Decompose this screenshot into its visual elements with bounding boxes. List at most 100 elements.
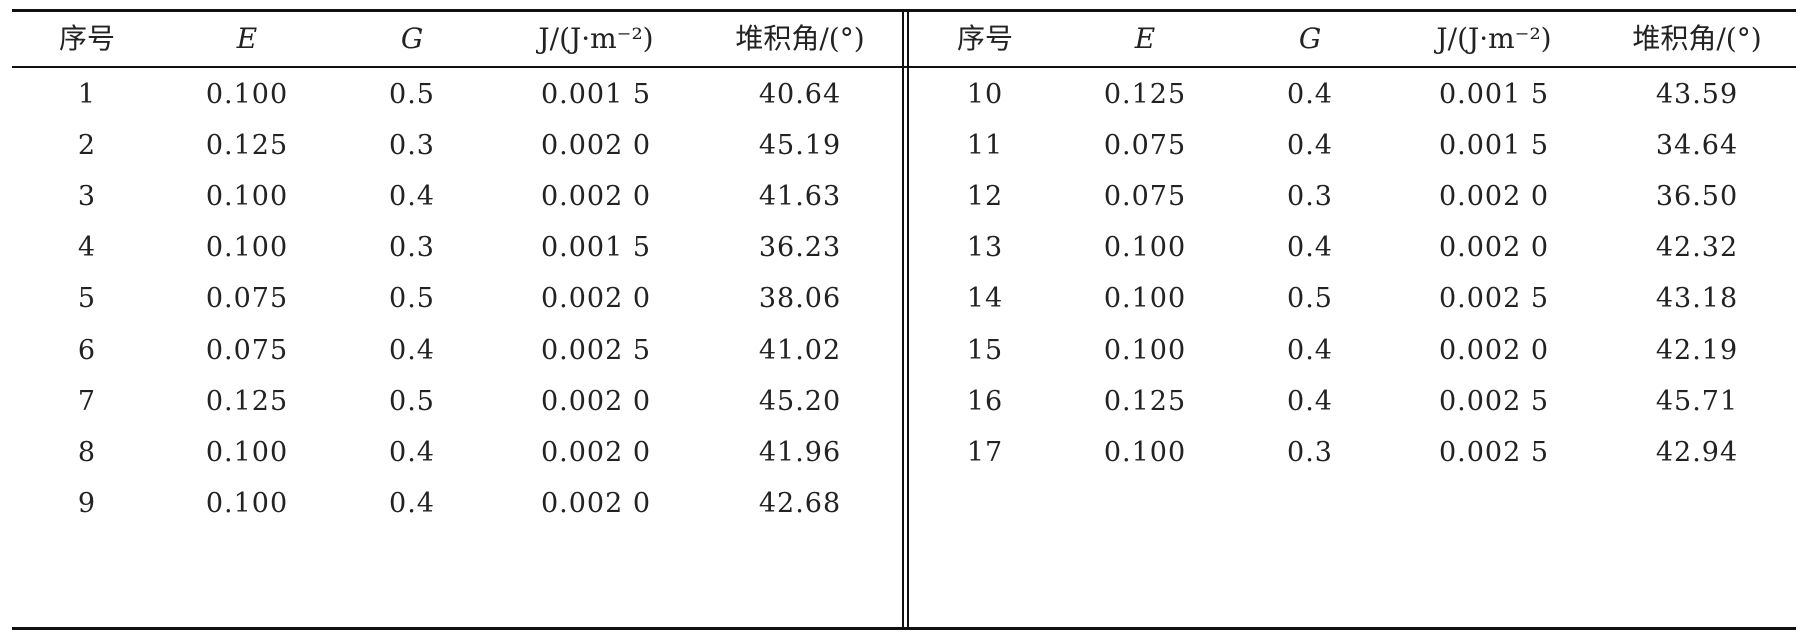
header-angle: 堆积角/(°) bbox=[1632, 22, 1762, 55]
cell-g: 0.4 bbox=[389, 334, 435, 366]
cell-angle: 43.59 bbox=[1655, 78, 1739, 110]
cell-j: 0.002 5 bbox=[1438, 385, 1550, 417]
cell-e: 0.100 bbox=[1103, 334, 1187, 366]
cell-angle: 43.18 bbox=[1655, 283, 1739, 315]
cell-j: 0.002 0 bbox=[540, 180, 652, 212]
cell-g: 0.3 bbox=[1287, 180, 1333, 212]
cell-index: 6 bbox=[77, 334, 97, 366]
cell-g: 0.3 bbox=[1287, 436, 1333, 468]
table-row: 7 0.125 0.5 0.002 0 45.20 bbox=[12, 375, 900, 427]
cell-angle: 45.20 bbox=[758, 385, 842, 417]
cell-angle: 41.63 bbox=[758, 180, 842, 212]
cell-e: 0.100 bbox=[1103, 436, 1187, 468]
cell-j: 0.002 5 bbox=[1438, 283, 1550, 315]
cell-index: 7 bbox=[77, 385, 97, 417]
cell-index: 1 bbox=[77, 78, 97, 110]
cell-j: 0.002 0 bbox=[540, 129, 652, 161]
cell-g: 0.3 bbox=[389, 232, 435, 264]
cell-j: 0.001 5 bbox=[1438, 78, 1550, 110]
table-bottom-rule bbox=[12, 627, 1796, 630]
table-row: 9 0.100 0.4 0.002 0 42.68 bbox=[12, 478, 900, 530]
cell-e: 0.100 bbox=[205, 232, 289, 264]
cell-g: 0.5 bbox=[1287, 283, 1333, 315]
cell-e: 0.125 bbox=[1103, 385, 1187, 417]
cell-index: 4 bbox=[77, 232, 97, 264]
cell-angle: 36.23 bbox=[758, 232, 842, 264]
cell-g: 0.3 bbox=[389, 129, 435, 161]
cell-e: 0.100 bbox=[1103, 232, 1187, 264]
cell-index: 14 bbox=[966, 283, 1004, 315]
cell-index: 16 bbox=[966, 385, 1004, 417]
cell-j: 0.002 5 bbox=[540, 334, 652, 366]
cell-j: 0.002 0 bbox=[540, 436, 652, 468]
cell-angle: 42.68 bbox=[758, 488, 842, 520]
cell-j: 0.001 5 bbox=[1438, 129, 1550, 161]
cell-angle: 36.50 bbox=[1655, 180, 1739, 212]
cell-e: 0.100 bbox=[205, 78, 289, 110]
cell-g: 0.4 bbox=[1287, 385, 1333, 417]
cell-j: 0.001 5 bbox=[540, 78, 652, 110]
cell-e: 0.125 bbox=[205, 129, 289, 161]
cell-g: 0.4 bbox=[389, 436, 435, 468]
column-divider-right-line bbox=[907, 9, 909, 630]
cell-angle: 42.19 bbox=[1655, 334, 1739, 366]
header-row-left: 序号 E G J/(J·m⁻²) 堆积角/(°) bbox=[12, 13, 900, 65]
cell-e: 0.075 bbox=[205, 283, 289, 315]
cell-g: 0.5 bbox=[389, 78, 435, 110]
cell-e: 0.125 bbox=[1103, 78, 1187, 110]
header-index: 序号 bbox=[58, 22, 115, 55]
table-row: 12 0.075 0.3 0.002 0 36.50 bbox=[910, 170, 1796, 222]
table-row: 2 0.125 0.3 0.002 0 45.19 bbox=[12, 119, 900, 171]
header-index: 序号 bbox=[956, 22, 1013, 55]
table-row: 1 0.100 0.5 0.001 5 40.64 bbox=[12, 68, 900, 120]
cell-angle: 41.96 bbox=[758, 436, 842, 468]
cell-index: 8 bbox=[77, 436, 97, 468]
cell-j: 0.002 0 bbox=[540, 385, 652, 417]
cell-angle: 45.71 bbox=[1655, 385, 1739, 417]
cell-index: 11 bbox=[966, 129, 1004, 161]
table-row: 15 0.100 0.4 0.002 0 42.19 bbox=[910, 324, 1796, 376]
cell-e: 0.075 bbox=[1103, 180, 1187, 212]
data-table: 序号 E G J/(J·m⁻²) 堆积角/(°) 1 0.100 0.5 0.001 … bbox=[12, 9, 1796, 631]
table-row: 10 0.125 0.4 0.001 5 43.59 bbox=[910, 68, 1796, 120]
header-g: G bbox=[400, 22, 424, 55]
cell-angle: 42.94 bbox=[1655, 436, 1739, 468]
cell-j: 0.002 0 bbox=[1438, 232, 1550, 264]
cell-g: 0.4 bbox=[1287, 334, 1333, 366]
table-row: 3 0.100 0.4 0.002 0 41.63 bbox=[12, 170, 900, 222]
cell-g: 0.4 bbox=[1287, 129, 1333, 161]
cell-index: 17 bbox=[966, 436, 1004, 468]
header-row-right: 序号 E G J/(J·m⁻²) 堆积角/(°) bbox=[910, 13, 1796, 65]
table-row: 5 0.075 0.5 0.002 0 38.06 bbox=[12, 273, 900, 325]
cell-e: 0.075 bbox=[205, 334, 289, 366]
table-row: 11 0.075 0.4 0.001 5 34.64 bbox=[910, 119, 1796, 171]
cell-angle: 45.19 bbox=[758, 129, 842, 161]
cell-j: 0.002 0 bbox=[1438, 334, 1550, 366]
table-row: 16 0.125 0.4 0.002 5 45.71 bbox=[910, 375, 1796, 427]
cell-index: 13 bbox=[966, 232, 1004, 264]
table-header-rule bbox=[12, 66, 1796, 68]
cell-e: 0.100 bbox=[205, 488, 289, 520]
cell-index: 15 bbox=[966, 334, 1004, 366]
cell-angle: 41.02 bbox=[758, 334, 842, 366]
header-j: J/(J·m⁻²) bbox=[1436, 22, 1552, 55]
cell-j: 0.001 5 bbox=[540, 232, 652, 264]
cell-index: 3 bbox=[77, 180, 97, 212]
cell-e: 0.100 bbox=[1103, 283, 1187, 315]
table-left-half: 序号 E G J/(J·m⁻²) 堆积角/(°) 1 0.100 0.5 0.001 … bbox=[12, 9, 900, 630]
cell-g: 0.5 bbox=[389, 385, 435, 417]
cell-j: 0.002 0 bbox=[540, 283, 652, 315]
cell-index: 2 bbox=[77, 129, 97, 161]
cell-angle: 34.64 bbox=[1655, 129, 1739, 161]
column-divider-left-line bbox=[902, 9, 904, 630]
cell-e: 0.100 bbox=[205, 436, 289, 468]
cell-angle: 38.06 bbox=[758, 283, 842, 315]
cell-g: 0.4 bbox=[1287, 78, 1333, 110]
table-right-half: 序号 E G J/(J·m⁻²) 堆积角/(°) 10 0.125 0.4 0.001… bbox=[910, 9, 1796, 630]
cell-e: 0.100 bbox=[205, 180, 289, 212]
table-top-rule bbox=[12, 9, 1796, 12]
cell-e: 0.125 bbox=[205, 385, 289, 417]
cell-index: 9 bbox=[77, 488, 97, 520]
cell-j: 0.002 0 bbox=[540, 488, 652, 520]
cell-index: 10 bbox=[966, 78, 1004, 110]
